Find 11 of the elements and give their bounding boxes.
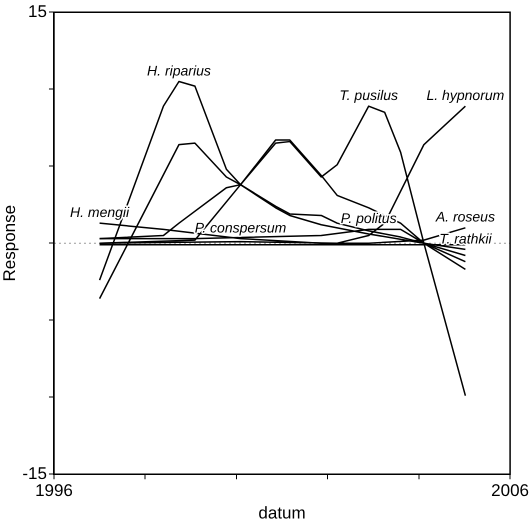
- annotation: H. riparius: [147, 62, 211, 78]
- annotation: P. conspersum: [194, 219, 287, 236]
- x-tick-label: 2006: [491, 481, 530, 500]
- y-tick-label: -15: [22, 464, 47, 483]
- annotation: T. pusilus: [339, 87, 398, 104]
- x-tick-label: 1996: [35, 481, 73, 500]
- annotation: L. hypnorum: [426, 87, 505, 104]
- y-tick-label: 15: [28, 2, 47, 21]
- x-axis-title: datum: [258, 503, 306, 522]
- y-axis-title: Response: [0, 204, 19, 282]
- annotation: A. roseus: [434, 208, 495, 225]
